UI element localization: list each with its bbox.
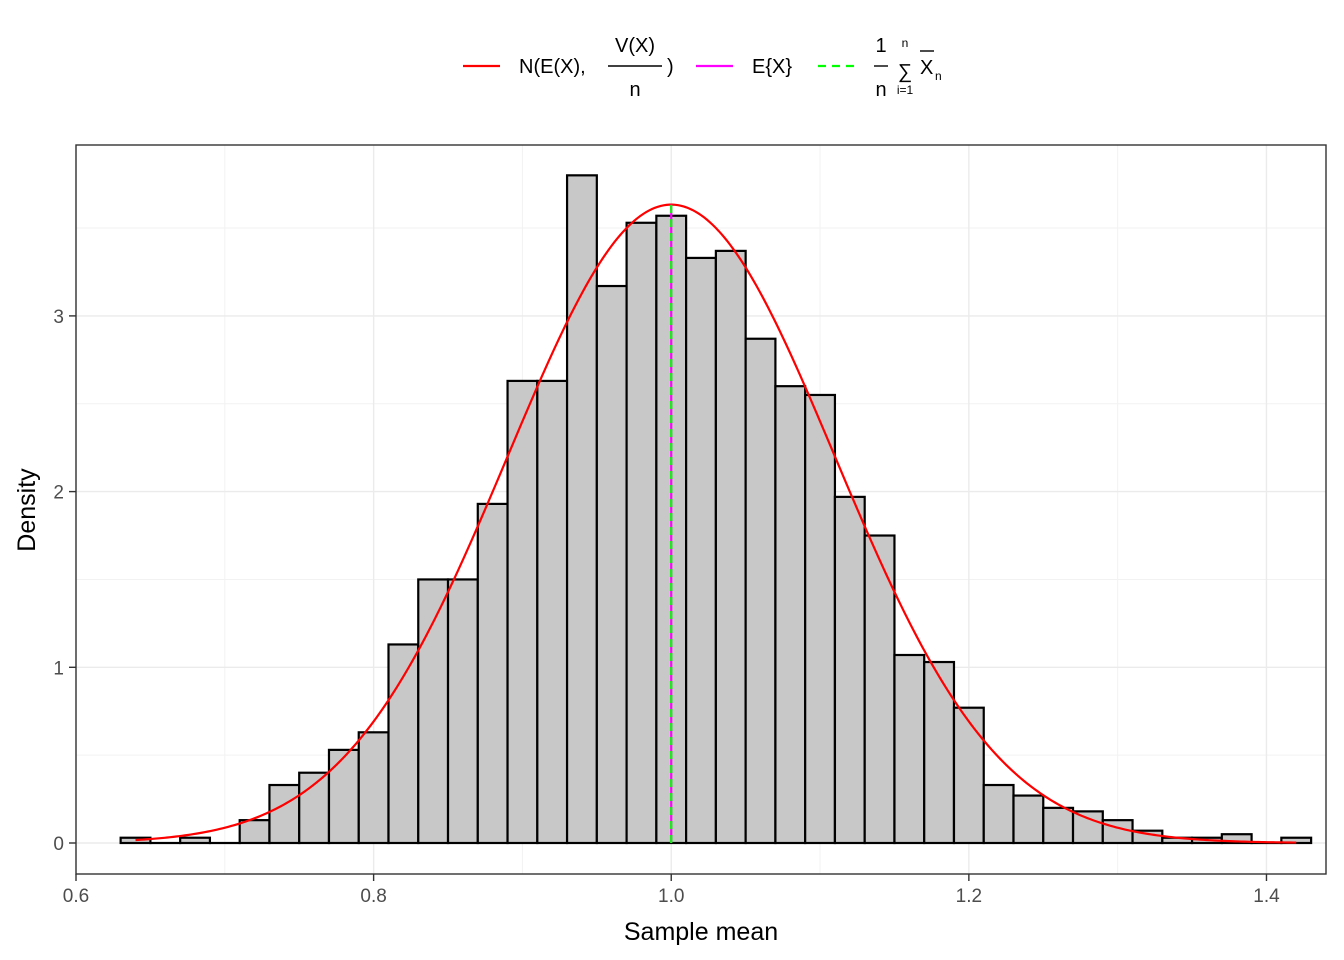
x-tick-label: 1.0 xyxy=(658,886,684,907)
legend-mean-sum-top: n xyxy=(902,36,909,50)
histogram-bar xyxy=(744,337,777,845)
histogram-bar xyxy=(179,836,212,845)
x-axis: 0.6 0.8 1.0 1.2 1.4 xyxy=(63,874,1280,907)
y-tick-label: 3 xyxy=(53,307,64,328)
legend-mean-term-sub: n xyxy=(935,69,942,83)
histogram-bar xyxy=(923,660,956,845)
legend-mean-term: X xyxy=(920,57,933,79)
x-tick-label: 0.8 xyxy=(360,886,386,907)
histogram-bar xyxy=(387,643,420,845)
legend-item-expected: E{X} xyxy=(696,56,792,78)
histogram-bar xyxy=(714,249,747,845)
histogram-bar xyxy=(476,502,509,845)
histogram-bar xyxy=(1280,836,1313,845)
histogram-bar xyxy=(1101,819,1134,845)
legend-mean-frac-den: n xyxy=(875,79,886,101)
histogram-bar xyxy=(417,578,450,845)
x-tick-label: 0.6 xyxy=(63,886,89,907)
legend-expected-label: E{X} xyxy=(752,56,792,78)
histogram-bar xyxy=(446,578,479,845)
legend: N(E(X), V(X) n ) E{X} 1 n n ∑ i=1 X n xyxy=(463,35,942,101)
y-tick-label: 0 xyxy=(53,834,64,855)
plot-border xyxy=(75,144,1327,875)
histogram-bar xyxy=(536,379,569,845)
x-tick-label: 1.2 xyxy=(956,886,982,907)
histogram-bar xyxy=(982,783,1015,845)
histogram-bar xyxy=(327,748,360,845)
legend-normal-frac-den: n xyxy=(629,79,640,101)
normal-density-curve xyxy=(135,203,1297,844)
histogram-bar xyxy=(357,731,390,845)
histogram-bar xyxy=(1220,833,1253,845)
legend-mean-sum-bottom: i=1 xyxy=(897,83,914,97)
histogram-bar xyxy=(1012,794,1045,845)
histogram-bar xyxy=(774,385,807,845)
legend-normal-frac-num: V(X) xyxy=(615,35,655,57)
legend-item-sample-mean: 1 n n ∑ i=1 X n xyxy=(818,35,942,101)
y-axis: 0 1 2 3 xyxy=(53,307,76,855)
histogram-bar xyxy=(119,836,152,845)
histogram-bar xyxy=(595,284,628,845)
histogram-bar xyxy=(952,706,985,845)
legend-item-normal: N(E(X), V(X) n ) xyxy=(463,35,674,101)
histogram-bar xyxy=(804,393,837,845)
histogram-bar xyxy=(565,174,598,845)
histogram-bar xyxy=(863,534,896,845)
histogram-bar xyxy=(268,783,301,845)
histogram-bar xyxy=(685,256,717,845)
histogram-bar xyxy=(893,653,926,845)
histogram-bar xyxy=(238,819,271,845)
histogram-bar xyxy=(833,495,866,845)
x-axis-title: Sample mean xyxy=(624,918,778,946)
y-tick-label: 2 xyxy=(53,483,64,504)
histogram-bar xyxy=(1071,810,1104,845)
legend-normal-close: ) xyxy=(667,56,674,78)
histogram-bar xyxy=(506,379,539,845)
y-axis-title: Density xyxy=(13,468,41,552)
y-tick-label: 1 xyxy=(53,658,64,679)
legend-normal-label: N(E(X), xyxy=(519,56,586,78)
histogram-bar xyxy=(298,771,331,845)
legend-mean-sum-symbol: ∑ xyxy=(898,61,912,83)
x-tick-label: 1.4 xyxy=(1253,886,1280,907)
legend-mean-frac-num: 1 xyxy=(875,35,886,57)
histogram-bar xyxy=(625,221,658,845)
histogram-bar xyxy=(1042,806,1075,845)
